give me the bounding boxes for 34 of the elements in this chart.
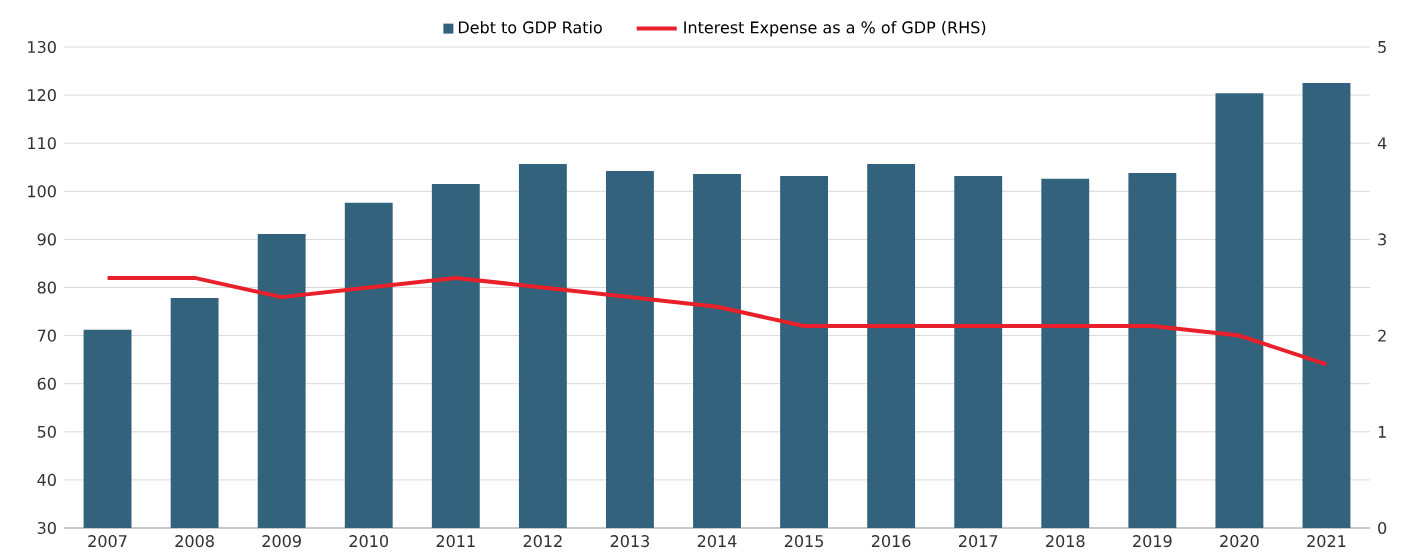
y-tick-label: 50	[37, 425, 56, 438]
y-tick-label: 40	[37, 473, 56, 486]
y-tick-label: 80	[37, 281, 56, 294]
y-tick-label: 30	[37, 521, 56, 535]
y-tick-label: 120	[28, 89, 56, 102]
y-tick-label: 110	[28, 137, 56, 150]
x-tick-label: 2007	[88, 535, 127, 548]
y2-tick-label: 5	[1378, 41, 1386, 53]
y-tick-label: 130	[28, 40, 56, 54]
x-tick-label: 2008	[175, 535, 214, 548]
x-tick-label: 2018	[1046, 535, 1085, 548]
y2-tick-label: 2	[1378, 329, 1386, 342]
legend-label: Interest Expense as a % of GDP (RHS)	[684, 21, 986, 37]
y-tick-label: 70	[37, 329, 56, 342]
x-tick-label: 2016	[871, 535, 911, 548]
y-tick-label: 90	[37, 233, 56, 246]
x-tick-label: 2012	[523, 535, 562, 548]
x-tick-label: 2019	[1133, 535, 1172, 548]
y2-tick-label: 4	[1377, 137, 1387, 150]
x-tick-label: 2020	[1220, 535, 1259, 548]
y2-tick-label: 3	[1378, 233, 1386, 246]
x-tick-label: 2015	[784, 535, 824, 548]
y2-tick-label: 0	[1378, 521, 1387, 535]
y-tick-label: 100	[28, 185, 56, 198]
x-tick-label: 2010	[349, 535, 389, 548]
x-tick-label: 2009	[262, 535, 301, 548]
x-tick-label: 2017	[959, 535, 998, 548]
x-tick-label: 2014	[697, 535, 737, 548]
x-tick-label: 2013	[610, 535, 650, 548]
y-tick-label: 60	[37, 377, 56, 390]
x-tick-label: 2011	[436, 535, 475, 548]
y2-tick-label: 1	[1378, 425, 1386, 438]
legend-label: Debt to GDP Ratio	[458, 21, 602, 34]
x-tick-label: 2021	[1307, 535, 1346, 548]
